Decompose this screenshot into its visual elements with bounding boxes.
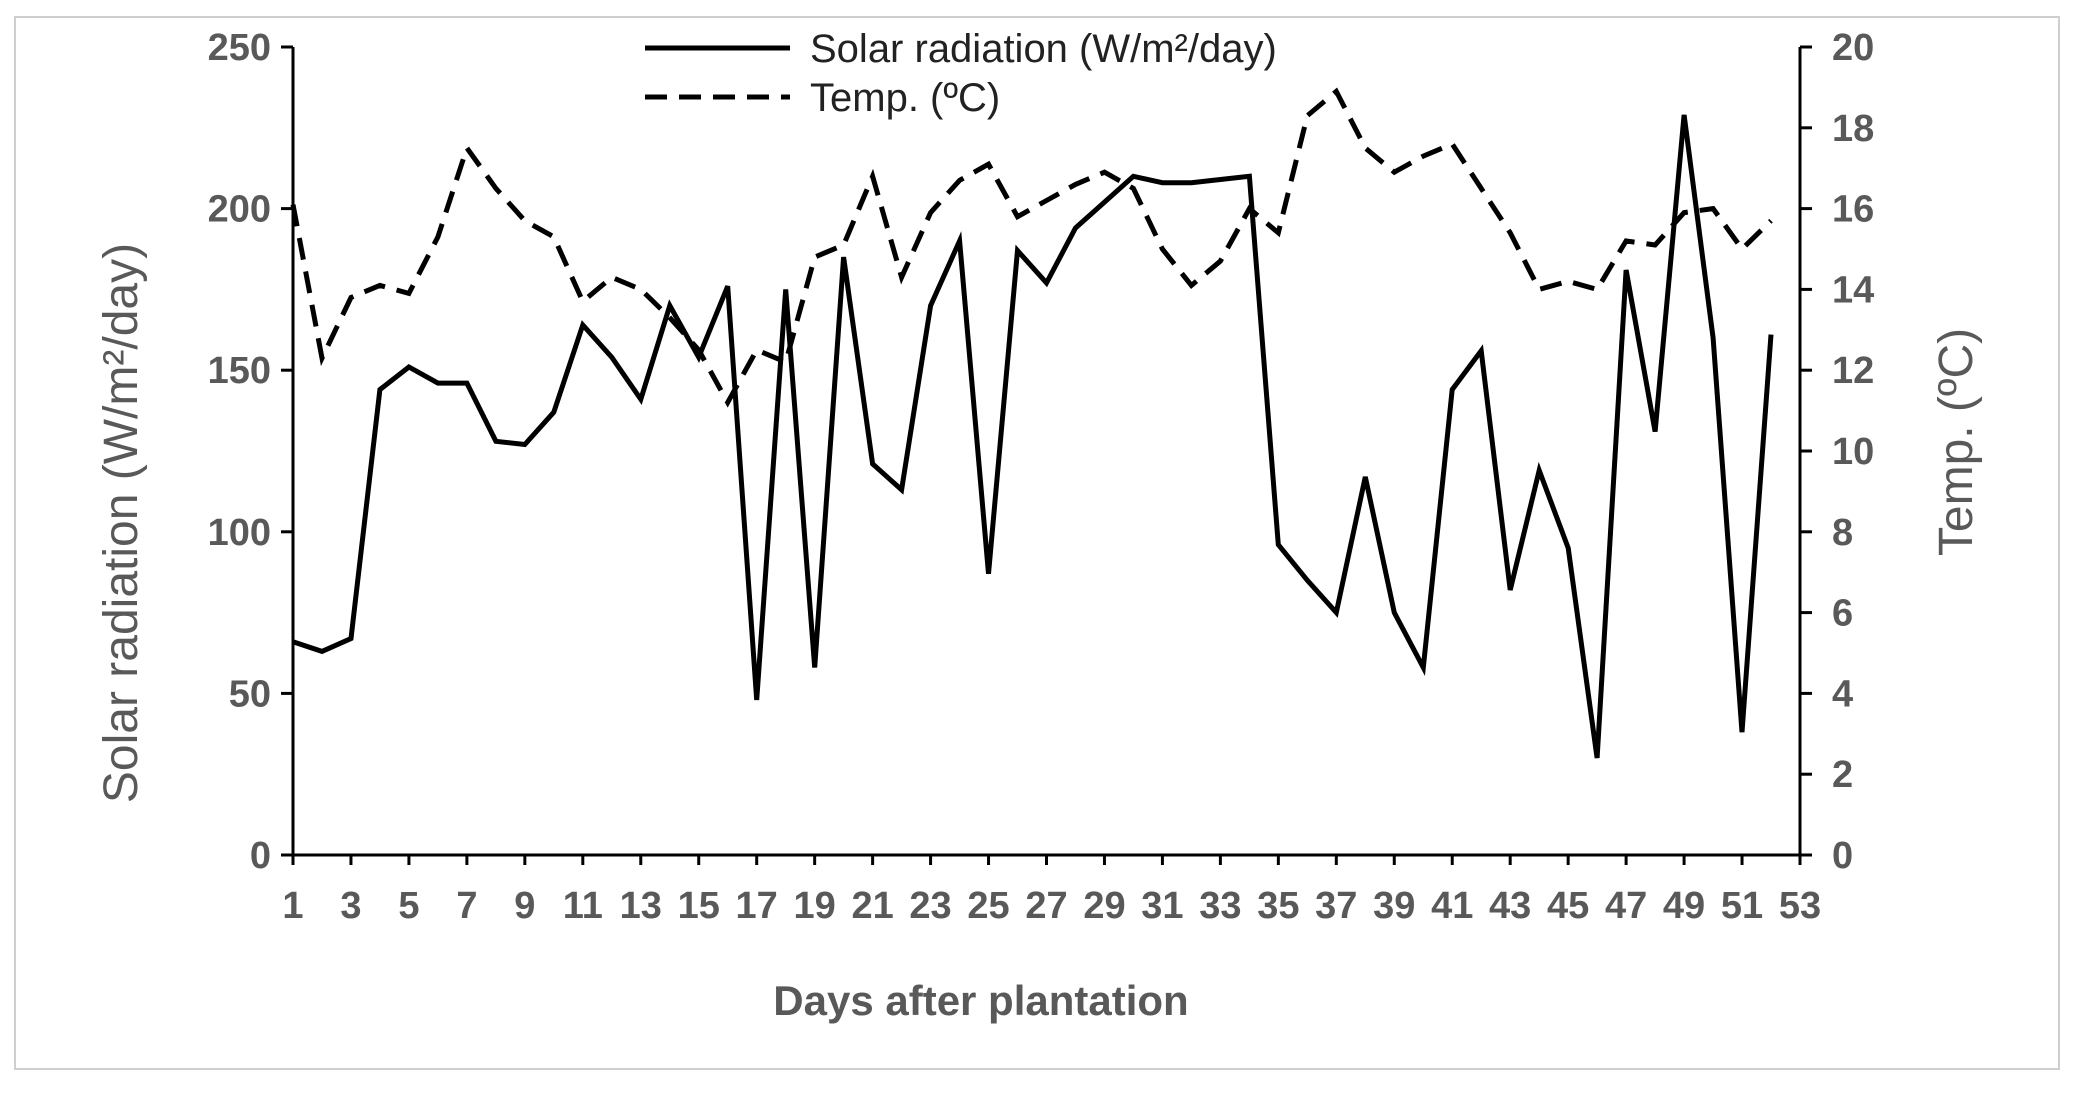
x-tick-label: 35 [1257,885,1299,927]
x-tick-label: 19 [794,885,836,927]
x-tick-label: 9 [514,885,535,927]
y-tick-label: 100 [208,512,271,554]
y2-tick-label: 14 [1832,269,1874,311]
y2-tick-label: 10 [1832,431,1874,473]
y2-tick-label: 8 [1832,512,1853,554]
x-tick-label: 13 [620,885,662,927]
x-tick-label: 7 [456,885,477,927]
series-layer [290,87,1774,759]
y2-tick-label: 12 [1832,350,1874,392]
x-tick-label: 17 [736,885,778,927]
x-tick-label: 49 [1663,885,1705,927]
y-axis-title: Solar radiation (W/m²/day) [95,243,148,803]
y-tick-label: 150 [208,350,271,392]
y2-tick-label: 0 [1832,835,1853,877]
x-tick-label: 47 [1605,885,1647,927]
x-axis-title: Days after plantation [773,977,1188,1024]
y2-tick-label: 6 [1832,593,1853,635]
x-tick-label: 29 [1083,885,1125,927]
x-tick-label: 25 [967,885,1009,927]
legend-solar-label: Solar radiation (W/m²/day) [810,27,1277,71]
x-tick-label: 23 [909,885,951,927]
solar-radiation-line [292,114,1774,759]
x-tick-label: 39 [1373,885,1415,927]
x-tick-label: 43 [1489,885,1531,927]
y2-axis-title: Temp. (ºC) [1930,328,1983,556]
y2-tick-label: 18 [1832,108,1874,150]
chart-frame [14,16,2060,1070]
x-tick-label: 37 [1315,885,1357,927]
x-tick-label: 41 [1431,885,1473,927]
legend-temp-label: Temp. (ºC) [810,76,1000,120]
x-tick-label: 5 [398,885,419,927]
y-tick-label: 250 [208,27,271,69]
y-tick-label: 50 [229,673,271,715]
y-tick-label: 0 [250,835,271,877]
y2-tick-label: 16 [1832,189,1874,231]
y2-tick-label: 4 [1832,673,1853,715]
y-tick-label: 200 [208,189,271,231]
y2-tick-label: 2 [1832,754,1853,796]
x-tick-label: 27 [1025,885,1067,927]
x-tick-label: 1 [282,885,303,927]
x-tick-label: 31 [1141,885,1183,927]
x-tick-label: 21 [851,885,893,927]
y2-tick-label: 20 [1832,27,1874,69]
x-tick-label: 15 [678,885,720,927]
x-tick-label: 45 [1547,885,1589,927]
x-tick-label: 53 [1779,885,1821,927]
x-tick-label: 11 [563,885,603,927]
x-tick-label: 3 [340,885,361,927]
x-tick-label: 33 [1199,885,1241,927]
x-tick-label: 51 [1721,885,1763,927]
temperature-line [290,87,1773,408]
legend: Solar radiation (W/m²/day) Temp. (ºC) [645,27,1277,120]
